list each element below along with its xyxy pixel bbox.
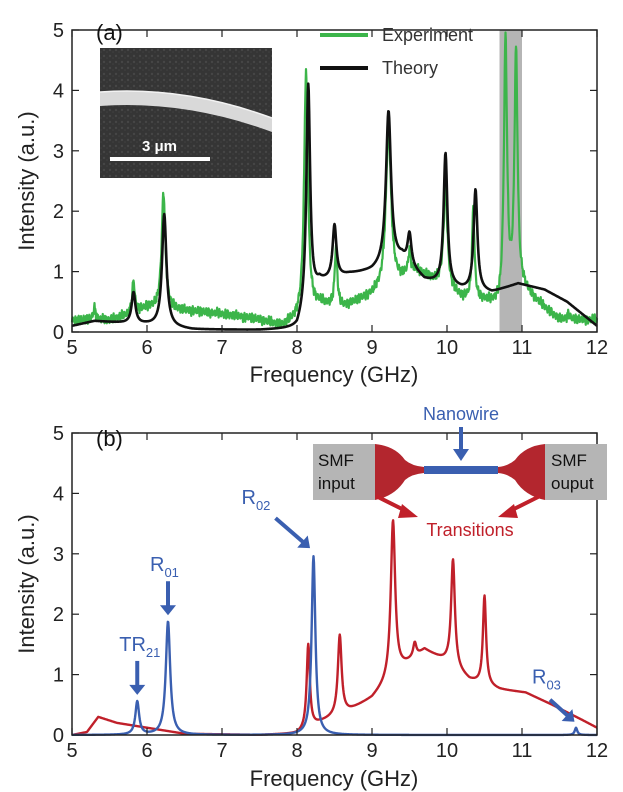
resonance-arrowhead: [297, 535, 311, 549]
resonance-arrow: [274, 516, 307, 546]
x-tick-label: 7: [216, 337, 227, 359]
x-tick-label: 12: [586, 337, 608, 359]
legend-a: Experiment Theory: [320, 25, 473, 78]
x-tick-label: 6: [141, 337, 152, 359]
fiber-schematic: SMF input SMF ouput Nanowire Transitions: [313, 404, 607, 540]
taper-transition-left: [375, 444, 424, 500]
x-axis-label-b: Frequency (GHz): [250, 766, 419, 791]
y-tick-label: 4: [53, 80, 64, 102]
legend-label-theory: Theory: [382, 58, 438, 78]
x-tick-label: 8: [291, 740, 302, 762]
scale-bar-label: 3 μm: [142, 138, 177, 155]
resonance-arrowhead: [561, 709, 575, 722]
y-axis-label-a: Intensity (a.u.): [14, 111, 39, 250]
panel-label-b: (b): [96, 426, 123, 451]
x-tick-label: 11: [512, 337, 533, 359]
x-tick-label: 5: [66, 337, 77, 359]
y-axis-label-b: Intensity (a.u.): [14, 514, 39, 653]
y-tick-label: 2: [53, 604, 64, 626]
smf-input-label-1: SMF: [318, 451, 354, 470]
resonance-arrowhead: [160, 605, 176, 616]
x-tick-label: 12: [586, 740, 608, 762]
y-tick-label: 5: [53, 423, 64, 445]
y-tick-label: 3: [53, 141, 64, 163]
nanowire-image: [100, 91, 272, 132]
x-tick-label: 9: [366, 740, 377, 762]
x-tick-label: 9: [366, 337, 377, 359]
x-tick-label: 5: [66, 740, 77, 762]
smf-output-box: [545, 444, 607, 500]
smf-output-label-2: ouput: [551, 474, 594, 493]
plot-frame-a: [71, 29, 598, 333]
x-tick-label: 10: [436, 337, 458, 359]
smf-output-label-1: SMF: [551, 451, 587, 470]
taper-transition-right: [498, 444, 545, 500]
series-transitions: [71, 519, 598, 737]
resonance-label: TR21: [119, 634, 160, 660]
y-tick-label: 1: [53, 665, 64, 687]
x-tick-label: 8: [291, 337, 302, 359]
x-tick-label: 10: [436, 740, 458, 762]
x-axis-label-a: Frequency (GHz): [250, 362, 419, 387]
resonance-label: R01: [150, 554, 179, 580]
transitions-label: Transitions: [426, 520, 513, 540]
x-tick-label: 7: [216, 740, 227, 762]
series-theory: [71, 82, 598, 331]
panel-label-a: (a): [96, 20, 123, 45]
x-tick-label: 6: [141, 740, 152, 762]
x-tick-label: 11: [512, 740, 533, 762]
nanowire-label: Nanowire: [423, 404, 499, 424]
y-tick-label: 1: [53, 262, 64, 284]
resonance-arrowhead: [129, 684, 146, 695]
resonance-arrow: [548, 698, 572, 720]
plot-frame-b: [71, 432, 598, 736]
resonance-label: R02: [242, 487, 271, 513]
smf-input-box: [313, 444, 375, 500]
inset-micrograph: 3 μm: [99, 48, 273, 178]
y-tick-label: 2: [53, 201, 64, 223]
legend-label-experiment: Experiment: [382, 25, 473, 45]
smf-input-label-2: input: [318, 474, 355, 493]
nanowire-segment: [424, 466, 498, 474]
y-tick-label: 0: [53, 725, 64, 747]
resonance-label: R03: [532, 667, 561, 693]
y-tick-label: 0: [53, 322, 64, 344]
y-tick-label: 3: [53, 544, 64, 566]
y-tick-label: 4: [53, 483, 64, 505]
series-experiment: [70, 31, 599, 329]
y-tick-label: 5: [53, 20, 64, 42]
